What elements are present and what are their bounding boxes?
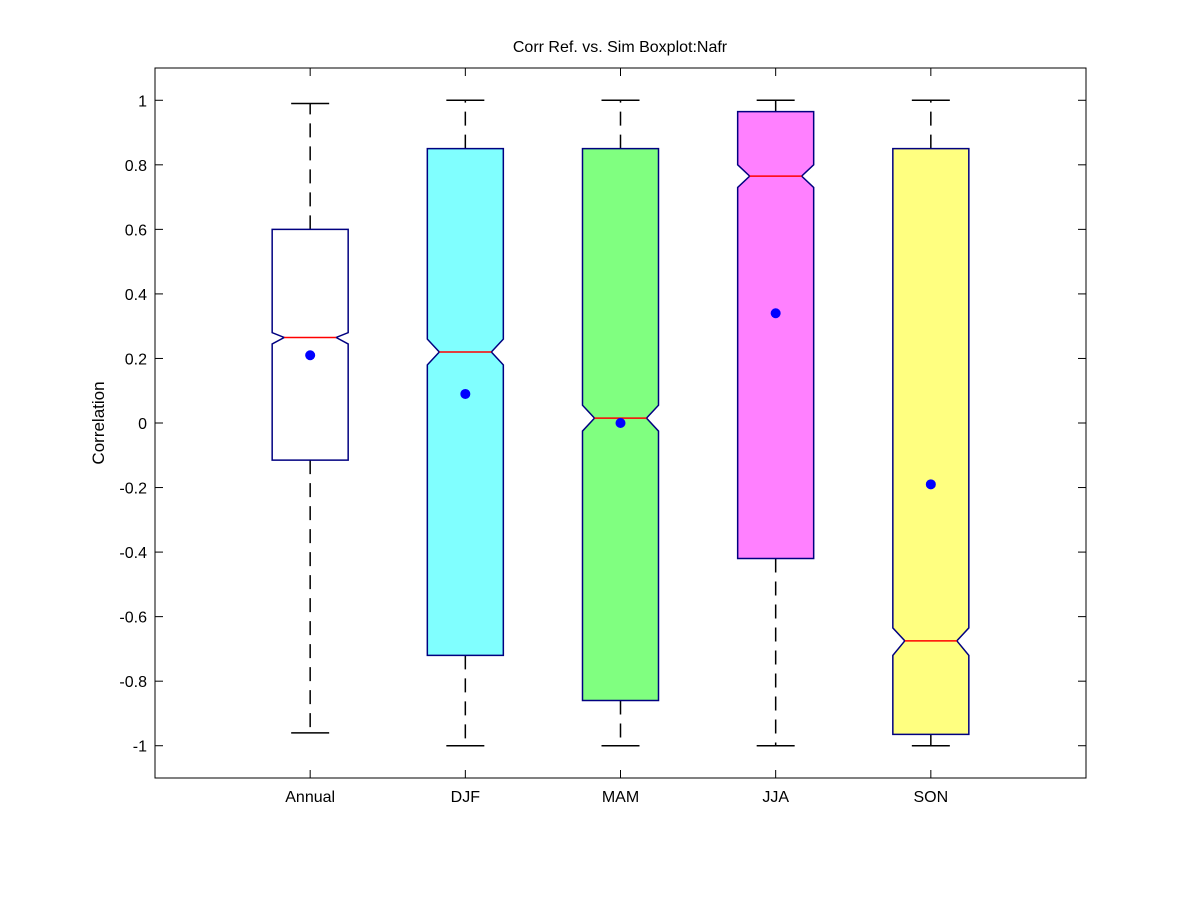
x-tick-label: Annual: [285, 789, 335, 806]
y-tick-label: -1: [133, 739, 147, 756]
box-jja: [736, 110, 815, 560]
y-tick-label: 0.6: [125, 222, 147, 239]
y-tick-label: -0.6: [119, 610, 147, 627]
y-tick-label: -0.8: [119, 674, 147, 691]
mean-marker: [305, 350, 316, 361]
mean-marker: [925, 479, 936, 490]
chart-title: Corr Ref. vs. Sim Boxplot:Nafr: [513, 39, 728, 56]
box-son: [892, 147, 970, 736]
box-annual: [271, 228, 349, 461]
y-tick-label: 0: [138, 416, 147, 433]
plot-frame: [154, 67, 1087, 779]
x-tick-label: JJA: [762, 789, 789, 806]
plot-area: 1 0.8 0.6 0.4 0.2 0 -0.2 -0.4 -0.6 -0.8 -1 Annual DJ…: [119, 68, 1086, 806]
mean-marker: [615, 418, 626, 428]
x-tick-label: MAM: [602, 789, 639, 806]
box-djf: [426, 147, 505, 657]
y-tick-label: 0.8: [125, 158, 147, 175]
y-tick-label: 0.2: [125, 351, 147, 368]
x-tick-label: SON: [913, 789, 948, 806]
y-tick-label: -0.2: [119, 481, 147, 498]
y-tick-label: 0.4: [125, 287, 147, 304]
mean-marker: [770, 308, 781, 319]
x-tick-label: DJF: [451, 789, 481, 806]
y-tick-label: -0.4: [119, 545, 147, 562]
y-tick-label: 1: [138, 93, 147, 110]
y-axis-label: Correlation: [89, 381, 108, 464]
mean-marker: [460, 388, 471, 399]
